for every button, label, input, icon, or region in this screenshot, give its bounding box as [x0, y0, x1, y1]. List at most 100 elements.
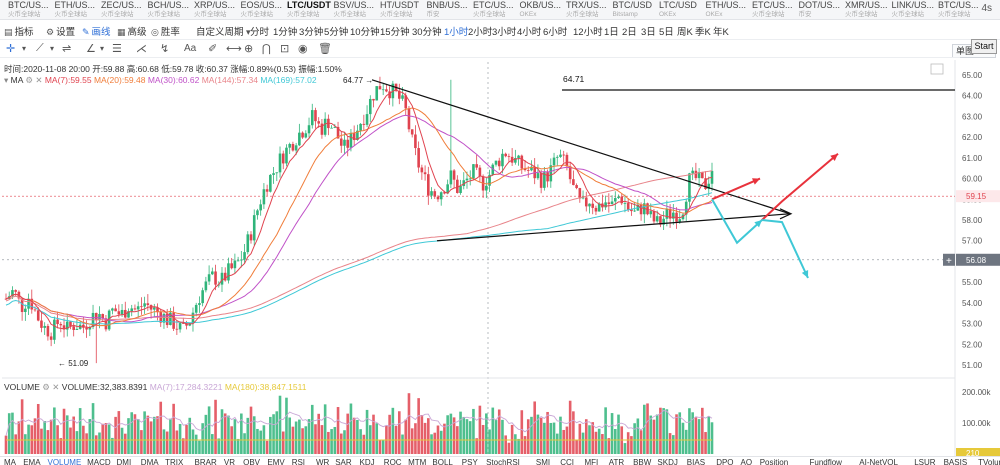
indicator-tab[interactable]: MA [4, 458, 16, 465]
interval-option[interactable]: 1日 [604, 27, 619, 38]
market-tab[interactable]: BSV/US... 火币全球站 [332, 1, 375, 19]
forecast-tool-icon[interactable]: ↯ [160, 43, 170, 55]
indicator-tab[interactable]: Position [759, 458, 789, 465]
indicator-tab[interactable]: BASIS [943, 458, 968, 465]
market-tab[interactable]: LINK/US... 火币全球站 [890, 1, 935, 19]
custom-period-dropdown[interactable]: 自定义周期 ▾ [196, 27, 251, 38]
indicators-button[interactable]: ▤ 指标 [4, 27, 34, 38]
indicator-tab[interactable]: CCI [560, 458, 574, 465]
interval-option[interactable]: 季K [695, 27, 711, 38]
indicator-tab[interactable]: DPO [716, 458, 734, 465]
market-tab[interactable]: BTC/US... 火币全球站 [6, 1, 49, 19]
indicator-tab[interactable]: OBV [243, 458, 260, 465]
interval-option[interactable]: 3小时 [492, 27, 517, 38]
eraser-tool-icon[interactable]: ✐ [208, 43, 218, 55]
indicator-tab[interactable]: SKDJ [657, 458, 678, 465]
market-tab[interactable]: BCH/US... 火币全球站 [146, 1, 190, 19]
indicator-tab[interactable]: TVolume [978, 458, 1000, 465]
lock-tool-icon[interactable]: ⊡ [280, 43, 290, 55]
interval-option[interactable]: 4小时 [517, 27, 542, 38]
indicator-tab[interactable]: StochRSI [486, 458, 520, 465]
horizontal-line-tool-icon[interactable]: ⇌ [62, 43, 72, 55]
draw-button[interactable]: ✎ 画线 [82, 27, 111, 38]
indicator-tab[interactable]: DMA [140, 458, 159, 465]
chevron-down-icon[interactable]: ▾ [100, 44, 105, 53]
market-tab[interactable]: ETC/US... 火币全球站 [471, 1, 514, 19]
interval-option[interactable]: 5分钟 [324, 27, 349, 38]
indicator-tab[interactable]: MFI [584, 458, 599, 465]
interval-option[interactable]: 5日 [659, 27, 674, 38]
market-tab[interactable]: BTC/US... 火币全球站 [936, 1, 979, 19]
interval-option[interactable]: 3分钟 [299, 27, 324, 38]
magnet-tool-icon[interactable]: ⋂ [262, 43, 272, 55]
interval-option[interactable]: 年K [713, 27, 729, 38]
indicator-tab[interactable]: TRIX [165, 458, 184, 465]
indicator-tab[interactable]: BBW [633, 458, 652, 465]
interval-option[interactable]: 周K [677, 27, 693, 38]
chevron-down-icon[interactable]: ▾ [22, 44, 27, 53]
market-tab[interactable]: HT/USDT 火币全球站 [378, 1, 419, 19]
delete-tool-icon[interactable]: 🗑 [318, 43, 332, 55]
interval-option[interactable]: 6小时 [543, 27, 568, 38]
settings-button[interactable]: ⚙ 设置 [46, 27, 76, 38]
indicator-tab[interactable]: Fundflow [809, 458, 842, 465]
fibonacci-tool-icon[interactable]: ☰ [112, 43, 122, 55]
indicator-tab[interactable]: LSUR [914, 458, 936, 465]
market-tab[interactable]: ZEC/US... 火币全球站 [99, 1, 142, 19]
market-tab[interactable]: ETH/US... OKEx [704, 1, 747, 19]
indicator-tab[interactable]: MTM [408, 458, 427, 465]
chevron-down-icon[interactable]: ▾ [50, 44, 55, 53]
zoom-tool-icon[interactable]: ⊕ [244, 43, 254, 55]
gear-icon[interactable]: ⚙ [42, 382, 50, 392]
market-tab[interactable]: EOS/US... 火币全球站 [239, 1, 283, 19]
gear-icon[interactable]: ⚙ [25, 75, 33, 85]
interval-option[interactable]: 10分钟 [350, 27, 380, 38]
indicator-tab[interactable]: BIAS [686, 458, 706, 465]
interval-option[interactable]: 分时 [250, 27, 270, 38]
market-tab[interactable]: XMR/US... 火币全球站 [843, 1, 888, 19]
win-rate-button[interactable]: ◎ 胜率 [151, 27, 180, 38]
collapse-icon[interactable]: ▾ [4, 75, 9, 85]
indicator-tab[interactable]: VOLUME [47, 458, 82, 465]
indicator-tab[interactable]: PSY [461, 458, 478, 465]
interval-option[interactable]: 2日 [622, 27, 637, 38]
indicator-tab[interactable]: DMI [116, 458, 132, 465]
indicator-tab[interactable]: SMI [535, 458, 551, 465]
indicator-tab[interactable]: EMA [23, 458, 41, 465]
angle-tool-icon[interactable]: ∠ [86, 43, 96, 55]
indicator-tab[interactable]: ATR [608, 458, 625, 465]
indicator-tab[interactable]: EMV [267, 458, 285, 465]
market-tab[interactable]: OKB/US... OKEx [518, 1, 562, 19]
market-tab[interactable]: TRX/US... 火币全球站 [564, 1, 607, 19]
interval-option[interactable]: 2小时 [468, 27, 493, 38]
market-tab[interactable]: ETC/US... 火币全球站 [750, 1, 793, 19]
indicator-tab[interactable]: AI-NetVOL [859, 458, 898, 465]
market-tab[interactable]: LTC/USDT 火币全球站 [285, 1, 331, 19]
ruler-tool-icon[interactable]: ⟷ [226, 43, 242, 55]
interval-option[interactable]: 1小时 [444, 27, 469, 38]
trend-line-tool-icon[interactable]: ⟋ [36, 42, 44, 54]
advanced-button[interactable]: ▦ 高级 [117, 27, 147, 38]
indicator-tab[interactable]: WR [316, 458, 330, 465]
market-tab[interactable]: BTC/USD Bitstamp [611, 1, 653, 19]
indicator-tab[interactable]: ROC [383, 458, 402, 465]
market-tab[interactable]: ETH/US... 火币全球站 [53, 1, 96, 19]
interval-option[interactable]: 15分钟 [380, 27, 410, 38]
interval-option[interactable]: 30分钟 [412, 27, 442, 38]
start-button[interactable]: Start [971, 39, 997, 54]
indicator-tab[interactable]: BRAR [194, 458, 217, 465]
indicator-tab[interactable]: KDJ [359, 458, 375, 465]
market-tab[interactable]: BNB/US... 币安 [425, 1, 468, 19]
visibility-tool-icon[interactable]: ◉ [298, 43, 308, 55]
market-tab[interactable]: XRP/US... 火币全球站 [192, 1, 235, 19]
text-tool-icon[interactable]: Aa [184, 43, 197, 54]
interval-option[interactable]: 12小时 [573, 27, 603, 38]
close-icon[interactable]: ✕ [35, 75, 43, 85]
interval-option[interactable]: 3日 [641, 27, 656, 38]
indicator-tab[interactable]: RSI [291, 458, 306, 465]
market-tab[interactable]: LTC/USD OKEx [657, 1, 697, 19]
pattern-tool-icon[interactable]: ⋌ [136, 43, 147, 55]
crosshair-tool-icon[interactable]: ✛ [6, 43, 16, 55]
close-icon[interactable]: ✕ [52, 382, 60, 392]
